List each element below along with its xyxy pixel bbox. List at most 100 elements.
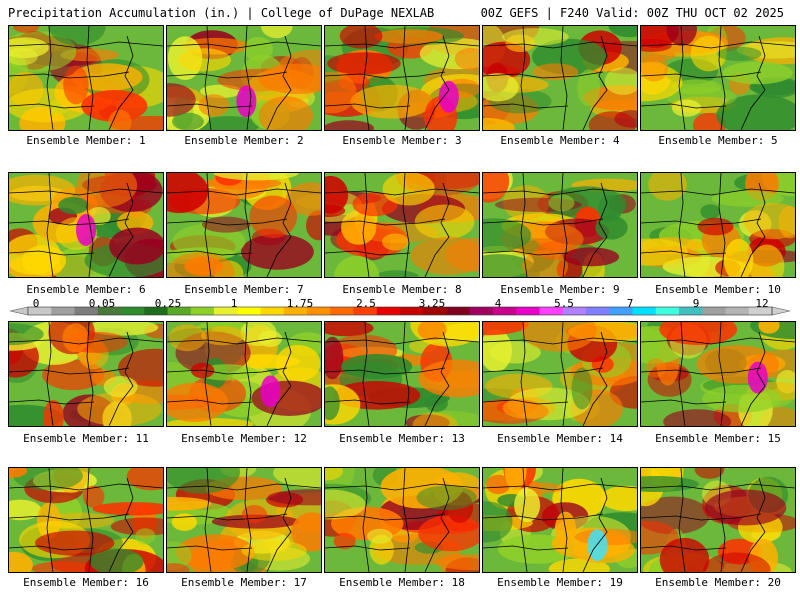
member-label: Ensemble Member: 14 xyxy=(497,432,623,445)
colorbar-tick-label: 4 xyxy=(494,297,502,310)
colorbar-swatch xyxy=(167,307,192,315)
member-label: Ensemble Member: 8 xyxy=(342,283,462,296)
member-map-3 xyxy=(324,25,480,131)
member-map-20 xyxy=(640,467,796,573)
member-label: Ensemble Member: 16 xyxy=(23,576,149,589)
colorbar-swatch xyxy=(144,307,168,315)
precip-field xyxy=(325,322,479,426)
precip-field xyxy=(483,322,637,426)
colorbar-tick-label: 0 xyxy=(32,297,40,310)
colorbar-tick-label: 7 xyxy=(626,297,634,310)
member-label: Ensemble Member: 17 xyxy=(181,576,307,589)
colorbar-swatch xyxy=(330,307,354,315)
colorbar-swatch xyxy=(655,307,680,315)
precip-field xyxy=(483,173,637,277)
colorbar-swatch xyxy=(632,307,657,315)
precip-field xyxy=(483,468,637,572)
precip-field xyxy=(325,468,479,572)
precip-field xyxy=(167,26,321,130)
member-label: Ensemble Member: 19 xyxy=(497,576,623,589)
colorbar-swatch xyxy=(725,307,750,315)
precip-field xyxy=(167,468,321,572)
precip-field xyxy=(325,173,479,277)
colorbar-tick-label: 9 xyxy=(692,297,700,310)
precip-field xyxy=(483,26,637,130)
colorbar-swatch xyxy=(97,307,122,315)
member-map-17 xyxy=(166,467,322,573)
member-label: Ensemble Member: 12 xyxy=(181,432,307,445)
member-map-4 xyxy=(482,25,638,131)
member-map-13 xyxy=(324,321,480,427)
colorbar-swatch xyxy=(260,307,285,315)
member-map-14 xyxy=(482,321,638,427)
member-label: Ensemble Member: 3 xyxy=(342,134,462,147)
member-map-12 xyxy=(166,321,322,427)
colorbar-swatch xyxy=(28,307,52,315)
colorbar-tick-label: 0.05 xyxy=(88,297,116,310)
colorbar-swatch xyxy=(469,307,494,315)
member-label: Ensemble Member: 4 xyxy=(500,134,620,147)
member-map-1 xyxy=(8,25,164,131)
member-map-7 xyxy=(166,172,322,278)
member-label: Ensemble Member: 15 xyxy=(655,432,781,445)
member-map-9 xyxy=(482,172,638,278)
precip-field xyxy=(325,26,479,130)
page-title: Precipitation Accumulation (in.) | Colle… xyxy=(8,6,435,20)
precip-field xyxy=(9,173,163,277)
member-label: Ensemble Member: 9 xyxy=(500,283,620,296)
precip-field xyxy=(641,173,795,277)
member-label: Ensemble Member: 1 xyxy=(26,134,146,147)
colorbar-swatch xyxy=(307,307,331,315)
precip-field xyxy=(9,468,163,572)
member-label: Ensemble Member: 5 xyxy=(658,134,778,147)
colorbar-swatch xyxy=(679,307,703,315)
colorbar-swatch xyxy=(121,307,145,315)
colorbar-swatch xyxy=(562,307,587,315)
precip-field xyxy=(641,26,795,130)
colorbar-swatch xyxy=(609,307,633,315)
colorbar-swatch xyxy=(423,307,447,315)
colorbar-swatch xyxy=(51,307,75,315)
member-map-10 xyxy=(640,172,796,278)
colorbar-swatch xyxy=(376,307,401,315)
colorbar-swatch xyxy=(702,307,726,315)
colorbar-tick-label: 12 xyxy=(755,297,769,310)
colorbar-swatch xyxy=(353,307,378,315)
precip-field xyxy=(9,322,163,426)
member-label: Ensemble Member: 2 xyxy=(184,134,304,147)
colorbar-tick-label: 2.5 xyxy=(356,297,376,310)
colorbar-swatch xyxy=(237,307,261,315)
colorbar-tick-label: 0.25 xyxy=(154,297,182,310)
colorbar-swatch xyxy=(283,307,308,315)
member-map-11 xyxy=(8,321,164,427)
colorbar-swatch xyxy=(493,307,517,315)
run-valid-time: 00Z GEFS | F240 Valid: 00Z THU OCT 02 20… xyxy=(480,6,784,20)
member-label: Ensemble Member: 7 xyxy=(184,283,304,296)
member-map-15 xyxy=(640,321,796,427)
colorbar-min-arrow xyxy=(9,306,29,316)
precip-field xyxy=(641,468,795,572)
colorbar xyxy=(9,306,791,316)
precip-field xyxy=(641,322,795,426)
header: Precipitation Accumulation (in.) | Colle… xyxy=(0,0,800,24)
member-map-5 xyxy=(640,25,796,131)
colorbar-swatch xyxy=(214,307,238,315)
precip-field xyxy=(9,26,163,130)
colorbar-tick-label: 1.75 xyxy=(286,297,314,310)
precip-field xyxy=(167,173,321,277)
colorbar-swatch xyxy=(190,307,215,315)
member-map-19 xyxy=(482,467,638,573)
colorbar-swatch xyxy=(400,307,424,315)
colorbar-swatch xyxy=(586,307,610,315)
precip-field xyxy=(167,322,321,426)
colorbar-swatch xyxy=(516,307,540,315)
colorbar-swatch xyxy=(74,307,99,315)
member-map-2 xyxy=(166,25,322,131)
member-label: Ensemble Member: 18 xyxy=(339,576,465,589)
colorbar-swatch xyxy=(539,307,564,315)
colorbar-max-arrow xyxy=(771,306,791,316)
colorbar-swatch xyxy=(446,307,471,315)
colorbar-tick-label: 1 xyxy=(230,297,238,310)
member-map-18 xyxy=(324,467,480,573)
member-label: Ensemble Member: 10 xyxy=(655,283,781,296)
